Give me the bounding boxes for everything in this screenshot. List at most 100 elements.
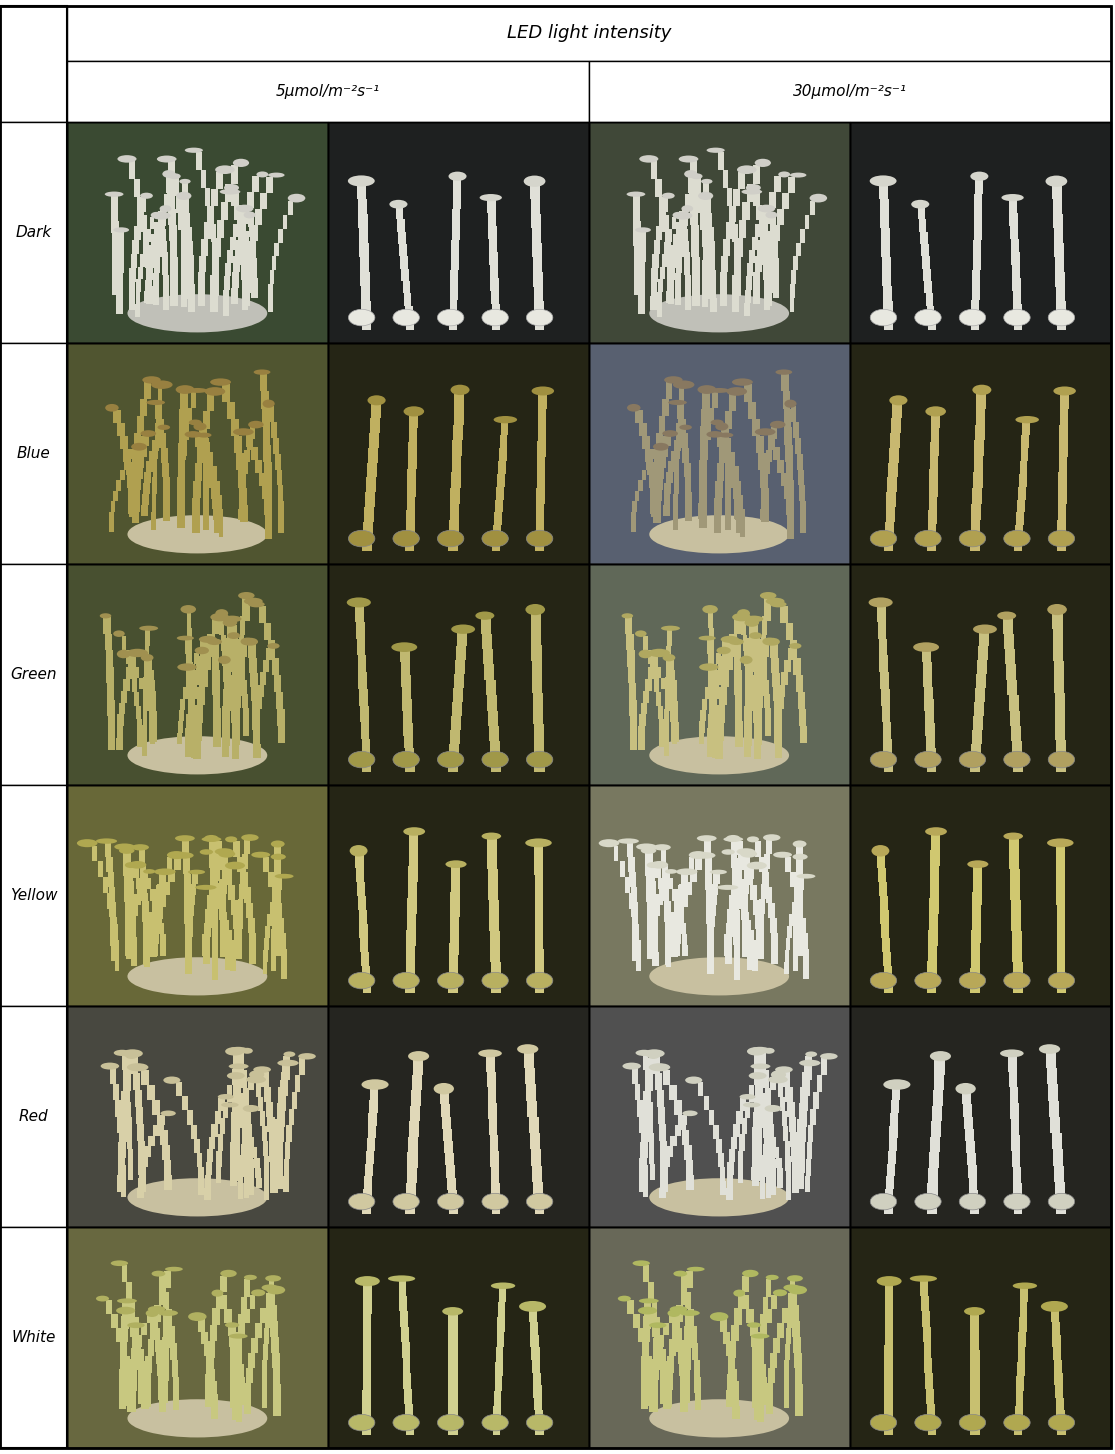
Bar [123, 1357, 129, 1370]
Bar [151, 890, 156, 900]
Bar [125, 852, 132, 867]
Bar [454, 409, 464, 425]
Bar [767, 1105, 773, 1124]
Bar [881, 243, 891, 257]
Bar [889, 1138, 896, 1152]
Bar [890, 1125, 898, 1138]
Bar [449, 300, 457, 316]
Bar [629, 893, 633, 909]
Bar [139, 679, 144, 689]
Bar [647, 1086, 651, 1102]
Bar [972, 880, 982, 891]
Bar [624, 877, 630, 893]
Bar [236, 220, 243, 236]
Ellipse shape [448, 172, 466, 180]
Bar [657, 468, 665, 480]
Ellipse shape [1047, 603, 1067, 615]
Bar [652, 923, 658, 938]
Bar [231, 166, 239, 183]
Bar [710, 894, 717, 906]
Bar [116, 1101, 120, 1117]
Bar [534, 286, 543, 301]
Bar [236, 682, 242, 695]
Bar [752, 1357, 759, 1367]
Bar [452, 224, 459, 240]
Bar [164, 193, 169, 209]
Bar [110, 931, 117, 947]
Bar [535, 316, 544, 330]
Bar [235, 695, 241, 708]
Bar [681, 218, 687, 230]
Bar [756, 1069, 763, 1083]
Bar [792, 1162, 799, 1178]
Bar [103, 877, 108, 893]
Bar [730, 853, 736, 868]
Bar [212, 616, 220, 634]
Bar [268, 1290, 275, 1306]
Ellipse shape [482, 833, 501, 840]
Bar [757, 708, 762, 721]
Bar [970, 1338, 979, 1351]
Bar [153, 1328, 161, 1339]
Bar [676, 257, 682, 273]
Bar [1012, 742, 1022, 758]
Bar [740, 878, 747, 890]
Bar [536, 473, 545, 489]
Bar [747, 728, 752, 744]
Bar [653, 1328, 660, 1338]
Text: White: White [11, 1330, 56, 1345]
Bar [214, 238, 222, 257]
Text: Yellow: Yellow [10, 888, 57, 903]
Bar [663, 436, 671, 446]
Bar [120, 1329, 128, 1342]
Bar [638, 739, 644, 750]
Ellipse shape [747, 836, 759, 842]
Bar [787, 1293, 794, 1307]
Ellipse shape [876, 1277, 902, 1287]
Ellipse shape [972, 385, 991, 395]
Bar [702, 698, 707, 710]
Ellipse shape [749, 632, 762, 638]
Bar [139, 198, 146, 212]
Bar [661, 1168, 668, 1178]
Bar [1058, 505, 1066, 519]
Ellipse shape [151, 212, 163, 218]
Ellipse shape [221, 1102, 239, 1108]
Bar [784, 1127, 788, 1141]
Bar [747, 728, 752, 746]
Bar [682, 241, 689, 253]
Bar [787, 1312, 792, 1328]
Bar [453, 209, 460, 224]
Bar [158, 1288, 166, 1304]
Bar [274, 859, 280, 872]
Ellipse shape [350, 845, 368, 856]
Bar [767, 603, 772, 621]
Bar [932, 1105, 942, 1121]
Bar [733, 489, 739, 499]
Bar [144, 1373, 151, 1390]
Ellipse shape [871, 531, 896, 547]
Ellipse shape [140, 193, 153, 199]
Bar [148, 701, 156, 711]
Bar [251, 225, 258, 241]
Ellipse shape [268, 643, 280, 648]
Bar [878, 622, 886, 638]
Bar [191, 1124, 196, 1138]
Bar [670, 701, 678, 711]
Bar [447, 1189, 457, 1202]
Bar [213, 682, 220, 695]
Bar [253, 730, 261, 744]
Bar [766, 839, 772, 855]
Bar [763, 231, 770, 243]
Bar [171, 1343, 176, 1359]
Bar [367, 462, 377, 477]
Bar [263, 856, 270, 872]
Bar [145, 660, 153, 670]
Bar [738, 1168, 743, 1184]
Bar [964, 1128, 973, 1141]
Bar [246, 435, 253, 448]
Bar [883, 537, 893, 551]
Bar [138, 849, 145, 864]
Ellipse shape [710, 869, 727, 874]
Bar [116, 1329, 123, 1342]
